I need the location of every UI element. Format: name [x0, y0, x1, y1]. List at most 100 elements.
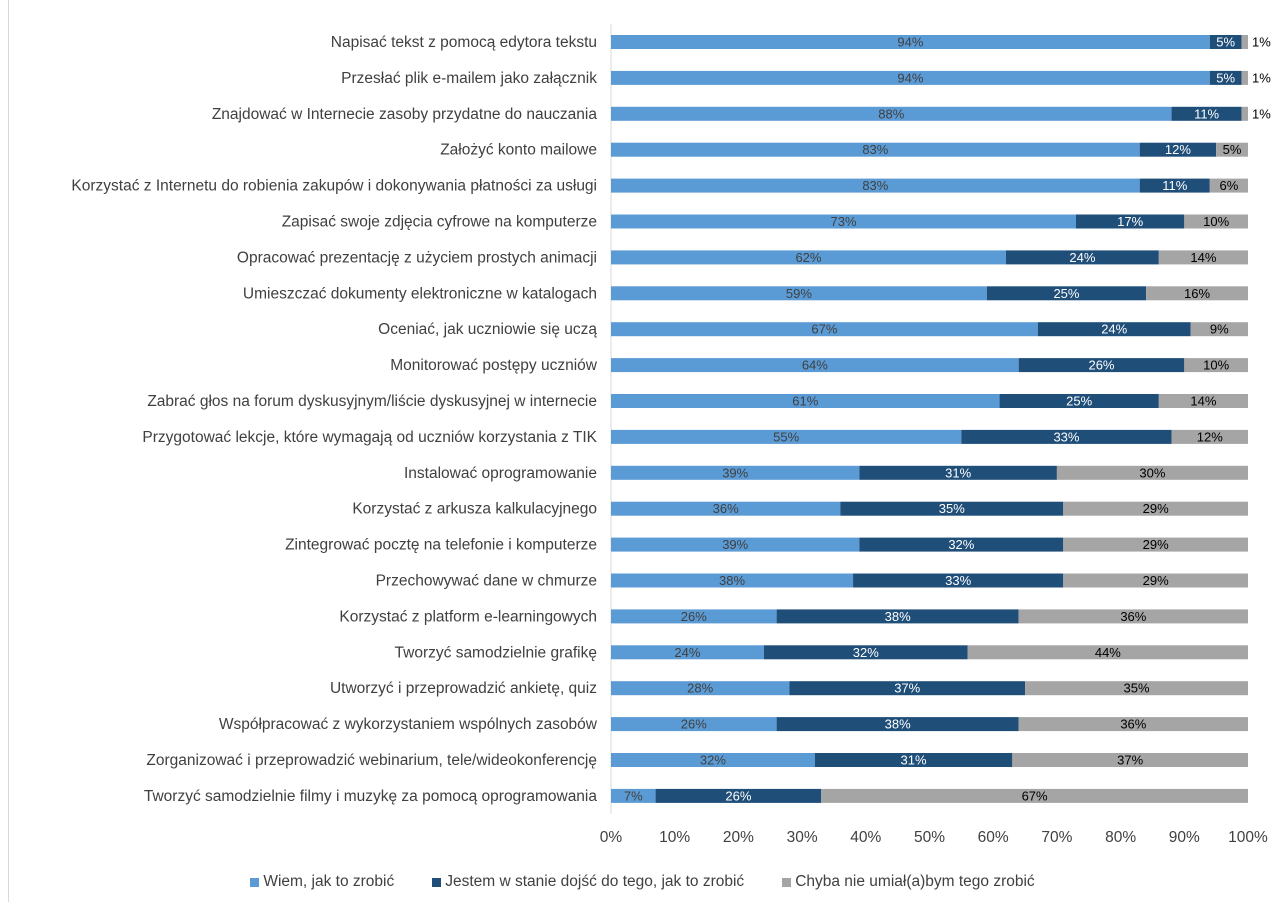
data-label-series-0: 24% — [674, 645, 700, 660]
data-label-series-1: 24% — [1069, 250, 1095, 265]
bar-segment-series-2 — [1056, 465, 1248, 480]
category-label: Założyć konto mailowe — [440, 142, 597, 159]
x-tick-label: 50% — [914, 829, 945, 846]
data-label-series-1: 35% — [939, 501, 965, 516]
data-label-series-2: 37% — [1117, 753, 1143, 768]
data-label-series-2: 1% — [1252, 35, 1271, 50]
x-tick-label: 100% — [1228, 829, 1268, 846]
bar-segment-series-2 — [1012, 753, 1248, 767]
legend-label-know: Wiem, jak to zrobić — [263, 873, 395, 890]
data-label-series-0: 38% — [719, 573, 745, 588]
x-tick-label: 20% — [723, 829, 754, 846]
data-label-series-0: 94% — [897, 70, 923, 85]
bar-segment-series-0 — [611, 681, 790, 696]
category-label: Napisać tekst z pomocą edytora tekstu — [331, 34, 597, 51]
bar-segment-series-2 — [1209, 178, 1248, 193]
category-label: Zabrać głos na forum dyskusyjnym/liście … — [147, 393, 597, 410]
data-label-series-1: 5% — [1216, 70, 1235, 85]
category-label: Oceniać, jak uczniowie się uczą — [378, 321, 597, 338]
data-label-series-0: 73% — [830, 214, 856, 229]
data-label-series-2: 36% — [1120, 717, 1146, 732]
bar-segment-series-0 — [611, 178, 1140, 193]
data-label-series-1: 26% — [725, 788, 751, 803]
bar-segment-series-0 — [611, 142, 1140, 157]
data-label-series-2: 1% — [1252, 70, 1271, 85]
bar-segment-series-0 — [611, 286, 987, 301]
bar-segment-series-0 — [611, 501, 841, 516]
data-label-series-0: 39% — [722, 537, 748, 552]
data-label-series-2: 10% — [1203, 214, 1229, 229]
data-label-series-2: 16% — [1184, 286, 1210, 301]
x-tick-label: 40% — [850, 829, 881, 846]
category-label: Monitorować postępy uczniów — [390, 357, 598, 374]
bar-segment-series-1 — [1171, 106, 1242, 121]
category-label: Korzystać z platform e-learningowych — [339, 608, 597, 625]
bar-segment-series-1 — [961, 429, 1172, 444]
data-label-series-0: 59% — [786, 286, 812, 301]
category-label: Zorganizować i przeprowadzić webinarium,… — [146, 752, 597, 769]
data-label-series-1: 33% — [1053, 429, 1079, 444]
bar-segment-series-2 — [1146, 286, 1248, 301]
legend-label-could-not: Chyba nie umiał(a)bym tego zrobić — [795, 873, 1035, 890]
data-label-series-0: 32% — [700, 753, 726, 768]
data-label-series-2: 12% — [1197, 429, 1223, 444]
category-label: Umieszczać dokumenty elektroniczne w kat… — [243, 285, 597, 302]
data-label-series-1: 31% — [945, 465, 971, 480]
data-label-series-2: 67% — [1022, 788, 1048, 803]
bar-segment-series-0 — [611, 250, 1006, 265]
data-label-series-2: 29% — [1143, 537, 1169, 552]
bar-segment-series-1 — [1076, 214, 1185, 229]
data-label-series-0: 62% — [795, 250, 821, 265]
legend-item-can-figure-out: Jestem w stanie dojść do tego, jak to zr… — [432, 873, 744, 891]
x-tick-label: 30% — [787, 829, 818, 846]
data-label-series-2: 14% — [1190, 250, 1216, 265]
x-tick-label: 70% — [1041, 829, 1072, 846]
category-label: Przesłać plik e-mailem jako załącznik — [341, 70, 597, 87]
bar-segment-series-1 — [776, 717, 1019, 732]
chart-legend: Wiem, jak to zrobić Jestem w stanie dojś… — [0, 870, 1285, 894]
legend-item-could-not: Chyba nie umiał(a)bym tego zrobić — [782, 873, 1035, 891]
bar-segment-series-0 — [611, 573, 854, 588]
legend-swatch-could-not — [782, 877, 792, 887]
data-label-series-0: 55% — [773, 429, 799, 444]
category-label: Znajdować w Internecie zasoby przydatne … — [212, 106, 598, 123]
data-label-series-0: 26% — [681, 717, 707, 732]
bar-segment-series-2 — [1190, 322, 1248, 337]
x-tick-label: 0% — [600, 829, 623, 846]
legend-swatch-can-figure-out — [432, 877, 442, 887]
category-label: Przygotować lekcje, które wymagają od uc… — [142, 429, 597, 446]
bar-segment-series-2 — [1063, 501, 1248, 516]
data-label-series-0: 61% — [792, 394, 818, 409]
data-label-series-2: 6% — [1219, 178, 1238, 193]
data-label-series-0: 26% — [681, 609, 707, 624]
data-label-series-1: 33% — [945, 573, 971, 588]
bar-segment-series-0 — [611, 717, 777, 732]
x-tick-label: 90% — [1169, 829, 1200, 846]
data-label-series-0: 88% — [878, 106, 904, 121]
bar-segment-series-0 — [611, 394, 1000, 408]
bar-segment-series-2 — [1063, 573, 1248, 588]
bar-segment-series-2 — [821, 788, 1248, 803]
category-label: Opracować prezentację z użyciem prostych… — [237, 249, 597, 266]
data-label-series-2: 1% — [1252, 106, 1271, 121]
data-label-series-2: 44% — [1095, 645, 1121, 660]
bar-segment-series-1 — [1037, 322, 1191, 337]
bar-segment-series-1 — [763, 645, 968, 660]
bar-segment-series-2 — [1018, 609, 1248, 624]
category-label: Zintegrować pocztę na telefonie i komput… — [285, 537, 597, 554]
data-label-series-0: 83% — [862, 178, 888, 193]
bar-segment-series-2 — [1184, 358, 1248, 373]
data-label-series-0: 67% — [811, 322, 837, 337]
bar-segment-series-1 — [814, 753, 1013, 767]
bar-segment-series-1 — [859, 537, 1064, 552]
category-label: Tworzyć samodzielnie filmy i muzykę za p… — [144, 788, 597, 805]
bar-segment-series-0 — [611, 358, 1019, 373]
bar-segment-series-1 — [1139, 178, 1210, 193]
category-label: Współpracować z wykorzystaniem wspólnych… — [219, 716, 598, 733]
bar-segment-series-1 — [859, 465, 1057, 480]
bar-segment-series-1 — [789, 681, 1026, 696]
bar-segment-series-0 — [611, 35, 1210, 49]
bar-segment-series-1 — [1139, 142, 1217, 157]
data-label-series-1: 37% — [894, 681, 920, 696]
bar-segment-series-1 — [853, 573, 1064, 588]
